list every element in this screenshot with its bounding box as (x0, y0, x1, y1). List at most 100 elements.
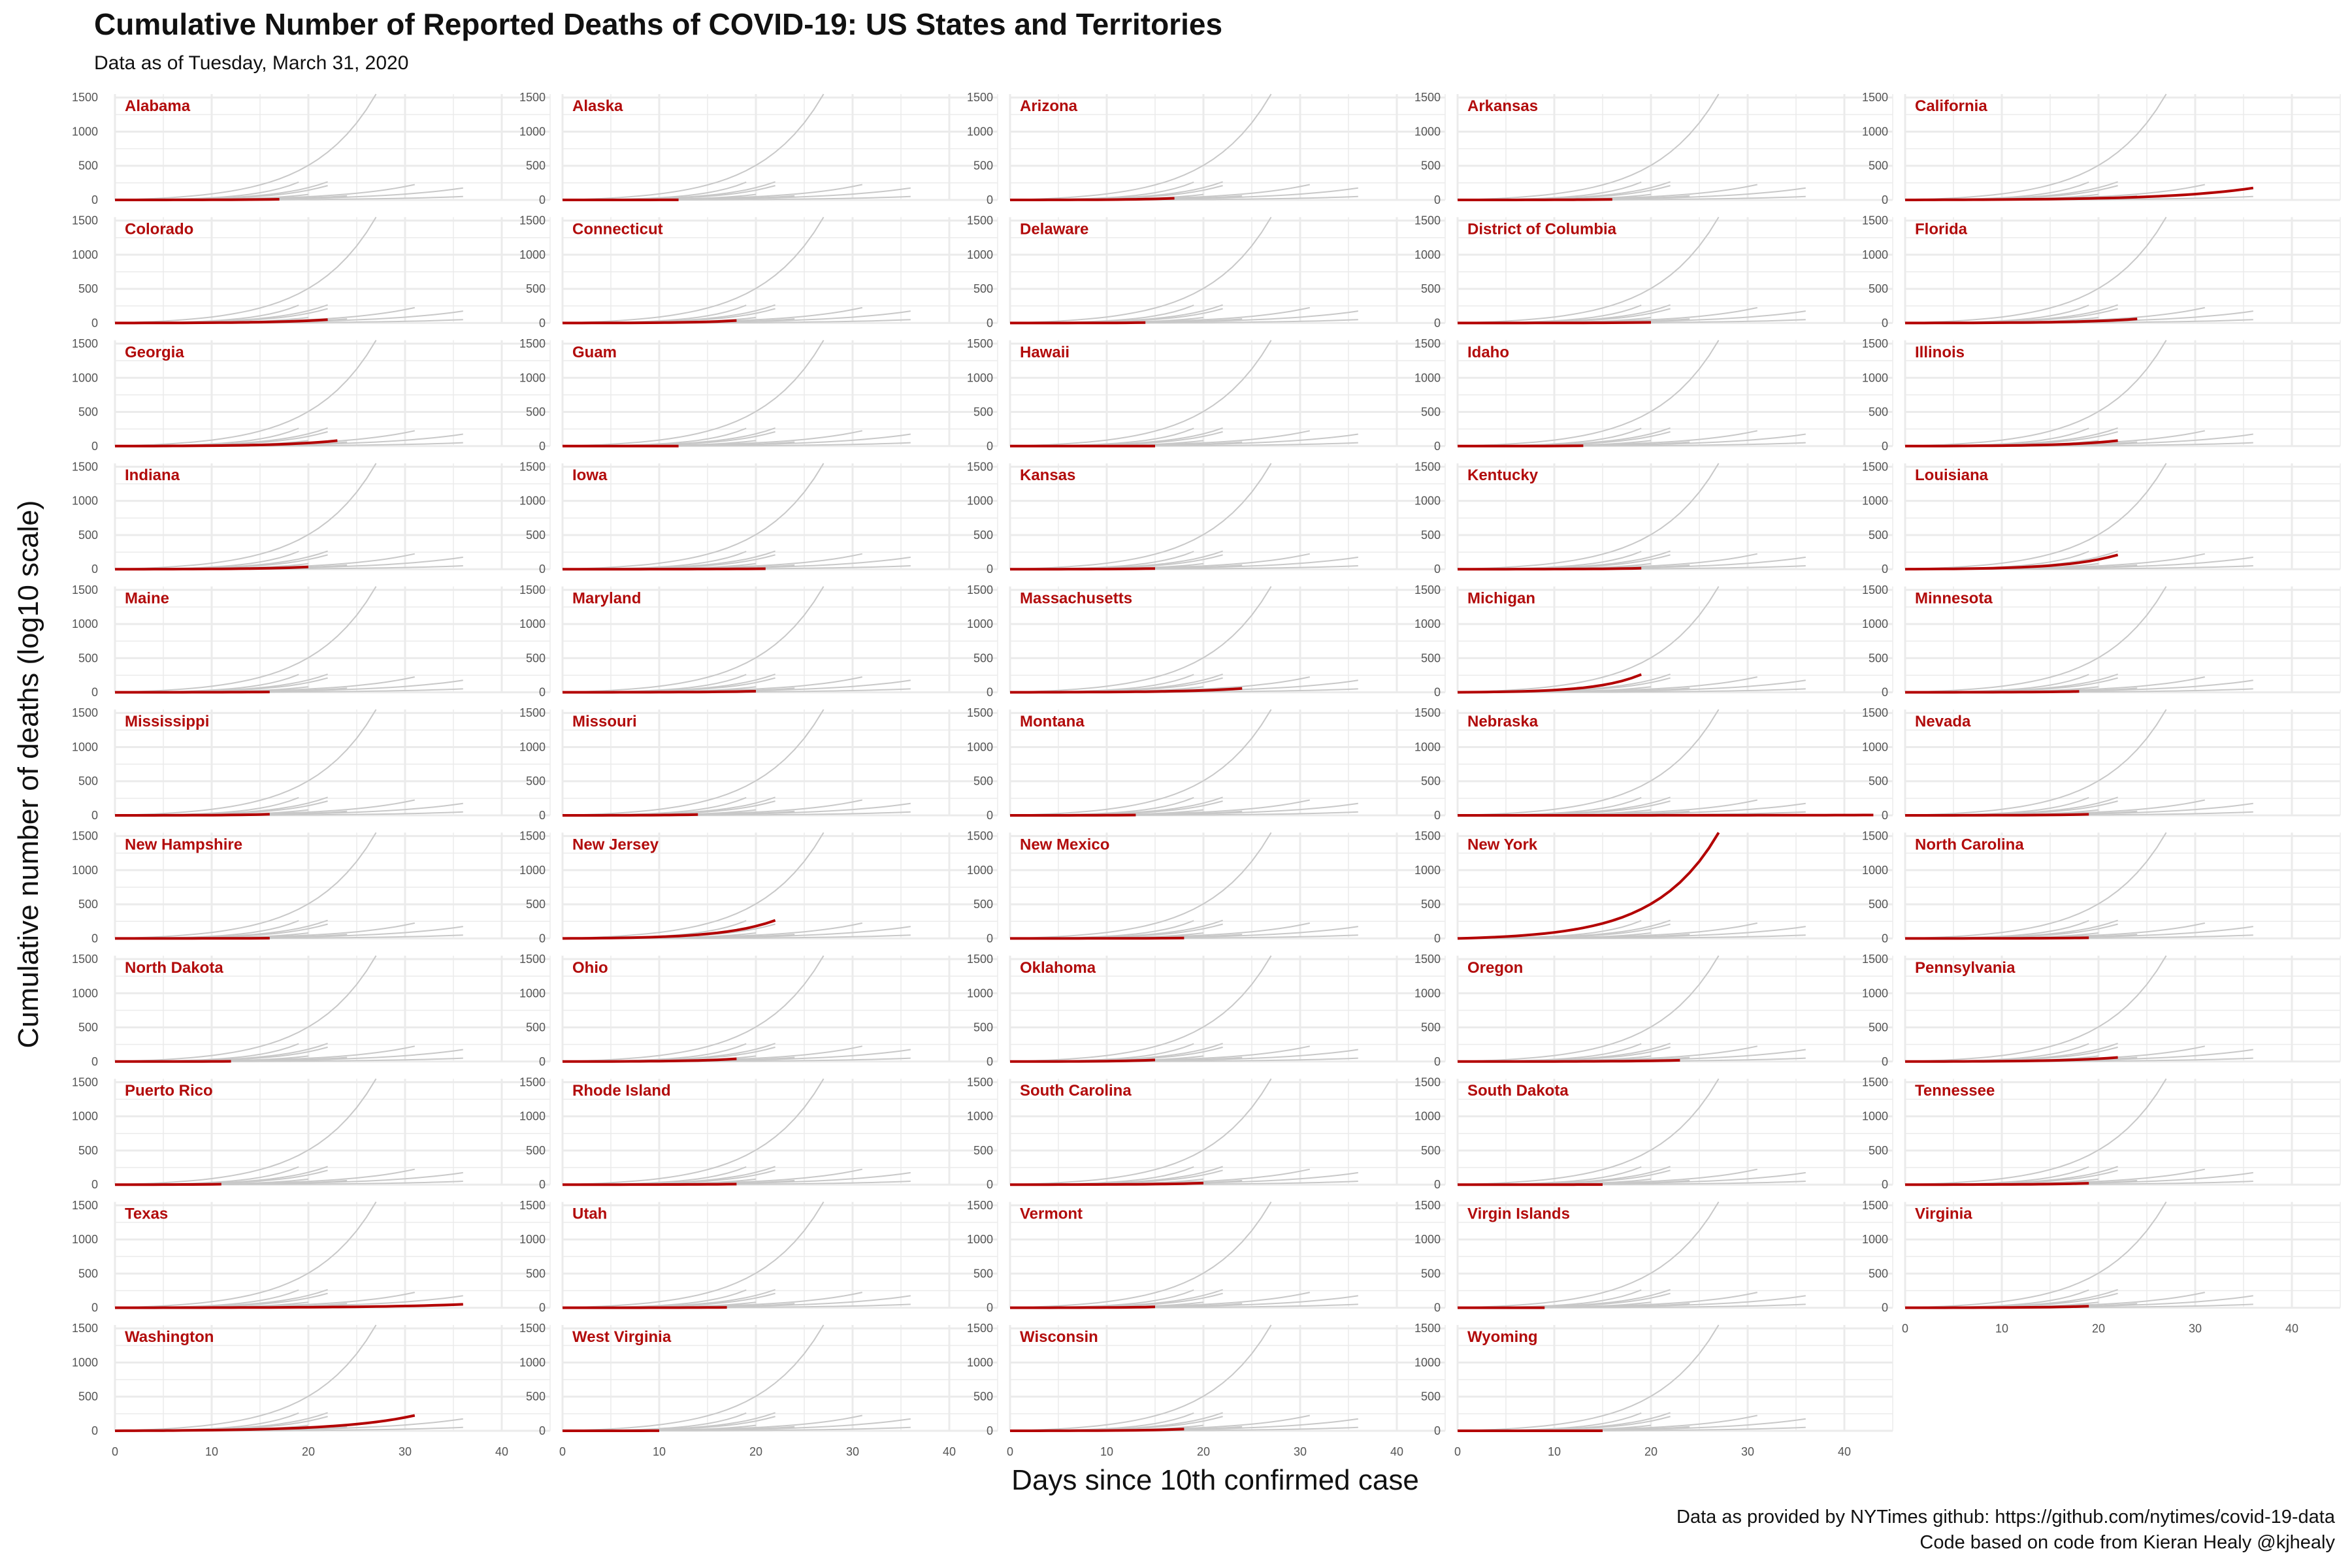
y-tick-label: 1500 (519, 1075, 546, 1088)
y-tick-label: 1000 (1414, 1110, 1441, 1123)
y-tick-label: 0 (539, 1055, 546, 1068)
panel-district-of-columbia: District of Columbia 0 500 1000 1500 (1414, 214, 1893, 329)
y-tick-label: 500 (526, 406, 546, 419)
y-tick-label: 500 (1421, 898, 1441, 911)
panel-guam: Guam 0 500 1000 1500 (519, 337, 998, 453)
background-series-line (1009, 216, 1272, 324)
y-tick-label: 1500 (1414, 460, 1441, 473)
y-tick-label: 500 (1421, 1267, 1441, 1280)
y-tick-label: 1000 (519, 617, 546, 630)
x-tick-label: 0 (1902, 1322, 1908, 1335)
panel-west-virginia: West Virginia 0 500 1000 1500 0 10 20 30 40 (519, 1322, 998, 1458)
highlight-series-line (1905, 1305, 2089, 1309)
background-series-line (1457, 1078, 1720, 1186)
y-tick-label: 0 (539, 440, 546, 453)
panel-colorado: Colorado 0 500 1000 1500 (72, 214, 551, 329)
x-tick-label: 0 (1454, 1445, 1461, 1458)
panel-massachusetts: Massachusetts 0 500 1000 1500 (967, 583, 1446, 699)
background-series-line (1457, 1201, 1720, 1309)
background-series-line (114, 586, 377, 693)
y-tick-label: 0 (1882, 809, 1888, 822)
y-tick-label: 0 (539, 193, 546, 206)
y-tick-label: 0 (91, 193, 98, 206)
y-tick-label: 0 (1882, 686, 1888, 699)
highlight-series-line (1458, 813, 1874, 817)
y-tick-label: 500 (1869, 1021, 1888, 1034)
panel-mississippi: Mississippi 0 500 1000 1500 (72, 706, 551, 822)
y-tick-label: 1000 (72, 1110, 98, 1123)
y-tick-label: 500 (78, 406, 98, 419)
y-tick-label: 1500 (1414, 953, 1441, 966)
y-tick-label: 0 (539, 1178, 546, 1191)
y-tick-label: 1500 (519, 460, 546, 473)
y-axis-title: Cumulative number of deaths (log10 scale… (12, 500, 44, 1049)
panel-label: Illinois (1915, 344, 1965, 361)
y-tick-label: 1500 (1414, 1075, 1441, 1088)
y-tick-label: 500 (973, 406, 993, 419)
y-tick-label: 1500 (72, 1075, 98, 1088)
y-tick-label: 0 (987, 1055, 993, 1068)
y-tick-label: 0 (1882, 1178, 1888, 1191)
highlight-series-line (115, 1303, 463, 1309)
y-tick-label: 0 (539, 1424, 546, 1437)
y-tick-label: 1000 (72, 987, 98, 1000)
panel-label: North Carolina (1915, 836, 2024, 853)
y-tick-label: 1500 (1414, 706, 1441, 719)
y-tick-label: 500 (1421, 651, 1441, 664)
highlight-series-line (1010, 1058, 1156, 1063)
panel-new-mexico: New Mexico 0 500 1000 1500 (967, 830, 1446, 945)
y-tick-label: 1500 (519, 214, 546, 227)
y-tick-label: 500 (1869, 898, 1888, 911)
y-tick-label: 500 (973, 1267, 993, 1280)
background-series-line (1904, 463, 2167, 570)
x-tick-label: 30 (846, 1445, 859, 1458)
panel-label: Kentucky (1467, 466, 1539, 484)
panel-label: Georgia (125, 344, 184, 361)
y-tick-label: 0 (1434, 563, 1441, 576)
panel-nebraska: Nebraska 0 500 1000 1500 (1414, 706, 1893, 822)
background-series-line (1904, 832, 2167, 939)
y-tick-label: 500 (526, 898, 546, 911)
y-tick-label: 500 (1421, 775, 1441, 788)
panel-label: North Dakota (125, 959, 223, 977)
y-tick-label: 500 (1421, 282, 1441, 295)
background-series-line (1009, 1078, 1272, 1186)
y-tick-label: 500 (78, 1144, 98, 1157)
x-tick-label: 40 (943, 1445, 956, 1458)
panel-south-dakota: South Dakota 0 500 1000 1500 (1414, 1075, 1893, 1191)
y-tick-label: 1500 (1862, 460, 1888, 473)
background-series-line (114, 1324, 377, 1431)
y-tick-label: 500 (1421, 1390, 1441, 1403)
y-tick-label: 500 (78, 898, 98, 911)
y-tick-label: 1500 (967, 830, 993, 843)
y-tick-label: 1500 (1414, 91, 1441, 104)
background-series-line (1904, 1201, 2167, 1309)
panel-label: Missouri (572, 713, 637, 730)
panel-label: Minnesota (1915, 590, 1993, 608)
x-tick-label: 10 (653, 1445, 666, 1458)
highlight-series-line (1904, 553, 2119, 571)
y-tick-label: 0 (539, 563, 546, 576)
panel-label: Vermont (1020, 1205, 1083, 1223)
panel-missouri: Missouri 0 500 1000 1500 (519, 706, 998, 822)
panel-oregon: Oregon 0 500 1000 1500 (1414, 953, 1893, 1068)
y-tick-label: 0 (1434, 932, 1441, 945)
y-tick-label: 1000 (72, 125, 98, 138)
y-tick-label: 500 (1421, 1021, 1441, 1034)
y-tick-label: 0 (91, 1178, 98, 1191)
y-tick-label: 1500 (1862, 1199, 1888, 1212)
y-tick-label: 0 (1882, 440, 1888, 453)
y-tick-label: 1500 (1414, 1199, 1441, 1212)
panel-label: Wisconsin (1020, 1328, 1098, 1346)
y-tick-label: 1000 (967, 740, 993, 753)
panel-idaho: Idaho 0 500 1000 1500 (1414, 337, 1893, 453)
background-series-line (1009, 586, 1272, 693)
y-tick-label: 0 (539, 809, 546, 822)
highlight-series-line (1458, 198, 1612, 201)
panel-alabama: Alabama 0 500 1000 1500 (72, 91, 551, 206)
panel-ohio: Ohio 0 500 1000 1500 (519, 953, 998, 1068)
y-tick-label: 0 (1434, 1178, 1441, 1191)
x-tick-label: 20 (2092, 1322, 2105, 1335)
background-series-line (1904, 709, 2167, 816)
background-series-line (562, 1324, 825, 1431)
